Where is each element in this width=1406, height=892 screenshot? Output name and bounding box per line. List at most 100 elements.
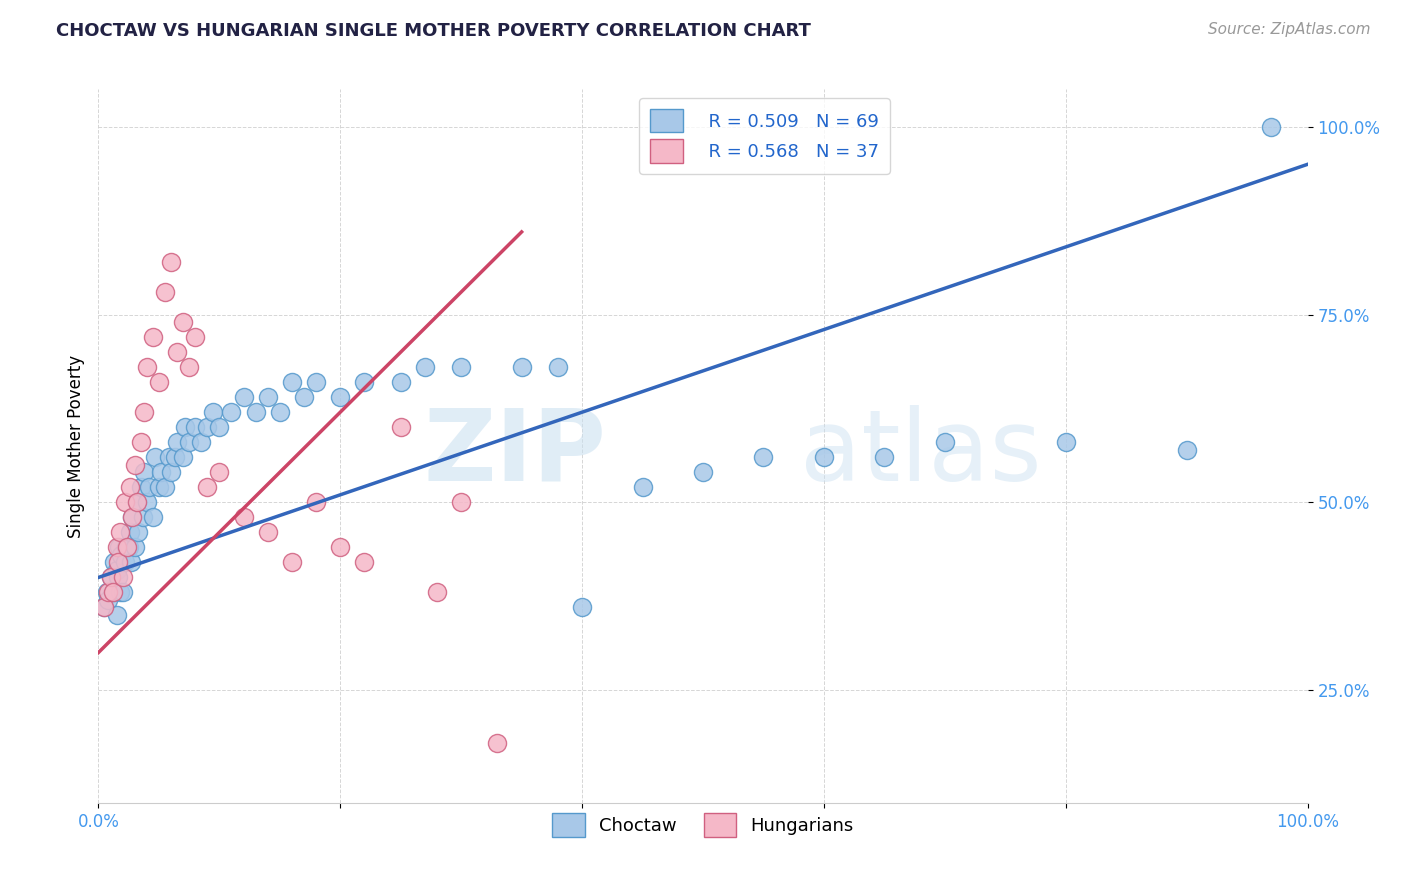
Point <box>134 405 156 419</box>
Point <box>1175 442 1198 457</box>
Point <box>100 570 122 584</box>
Point <box>101 585 124 599</box>
Point <box>184 420 207 434</box>
Point <box>142 330 165 344</box>
Point <box>281 375 304 389</box>
Point <box>100 570 122 584</box>
Point <box>172 450 194 465</box>
Point <box>135 495 157 509</box>
Point <box>153 480 176 494</box>
Point <box>124 541 146 555</box>
Point <box>166 345 188 359</box>
Point <box>103 556 125 570</box>
Point <box>153 285 176 299</box>
Point <box>105 541 128 555</box>
Text: atlas: atlas <box>800 405 1042 501</box>
Point <box>389 420 412 434</box>
Point <box>813 450 835 465</box>
Point <box>208 465 231 479</box>
Point <box>232 510 254 524</box>
Point <box>450 495 472 509</box>
Point <box>110 548 132 562</box>
Point <box>486 736 509 750</box>
Point <box>202 405 225 419</box>
Point <box>195 420 218 434</box>
Point <box>108 541 131 555</box>
Text: Source: ZipAtlas.com: Source: ZipAtlas.com <box>1208 22 1371 37</box>
Point <box>93 600 115 615</box>
Point <box>111 585 134 599</box>
Point <box>107 556 129 570</box>
Point <box>143 450 166 465</box>
Point <box>172 315 194 329</box>
Point <box>305 495 328 509</box>
Point <box>157 450 180 465</box>
Legend: Choctaw, Hungarians: Choctaw, Hungarians <box>546 806 860 844</box>
Point <box>127 495 149 509</box>
Point <box>184 330 207 344</box>
Point <box>148 480 170 494</box>
Point <box>105 607 128 622</box>
Point <box>256 525 278 540</box>
Text: ZIP: ZIP <box>423 405 606 501</box>
Point <box>179 435 201 450</box>
Point <box>1054 435 1077 450</box>
Point <box>134 465 156 479</box>
Point <box>245 405 267 419</box>
Point <box>96 585 118 599</box>
Point <box>752 450 775 465</box>
Point <box>105 563 128 577</box>
Point <box>571 600 593 615</box>
Point <box>934 435 956 450</box>
Point <box>631 480 654 494</box>
Point <box>873 450 896 465</box>
Point <box>107 570 129 584</box>
Point <box>148 375 170 389</box>
Point <box>114 495 136 509</box>
Point <box>108 585 131 599</box>
Point <box>195 480 218 494</box>
Point <box>97 593 120 607</box>
Point <box>118 541 141 555</box>
Point <box>221 405 243 419</box>
Point <box>135 360 157 375</box>
Point <box>111 570 134 584</box>
Point <box>692 465 714 479</box>
Point <box>138 480 160 494</box>
Point <box>160 255 183 269</box>
Point <box>97 585 120 599</box>
Point <box>256 390 278 404</box>
Point <box>124 458 146 472</box>
Point <box>269 405 291 419</box>
Point <box>426 585 449 599</box>
Point <box>166 435 188 450</box>
Point <box>132 510 155 524</box>
Y-axis label: Single Mother Poverty: Single Mother Poverty <box>66 354 84 538</box>
Point <box>142 510 165 524</box>
Point <box>292 390 315 404</box>
Point <box>1260 120 1282 134</box>
Point <box>160 465 183 479</box>
Point <box>114 556 136 570</box>
Point <box>93 600 115 615</box>
Point <box>510 360 533 375</box>
Point <box>329 541 352 555</box>
Point <box>413 360 436 375</box>
Point <box>353 375 375 389</box>
Point <box>179 360 201 375</box>
Point <box>118 525 141 540</box>
Point <box>117 541 139 555</box>
Point <box>450 360 472 375</box>
Point <box>389 375 412 389</box>
Point <box>101 585 124 599</box>
Point <box>547 360 569 375</box>
Point <box>118 480 141 494</box>
Point <box>163 450 186 465</box>
Point <box>115 541 138 555</box>
Point <box>129 435 152 450</box>
Point <box>305 375 328 389</box>
Point <box>281 556 304 570</box>
Point <box>190 435 212 450</box>
Point <box>329 390 352 404</box>
Point <box>127 495 149 509</box>
